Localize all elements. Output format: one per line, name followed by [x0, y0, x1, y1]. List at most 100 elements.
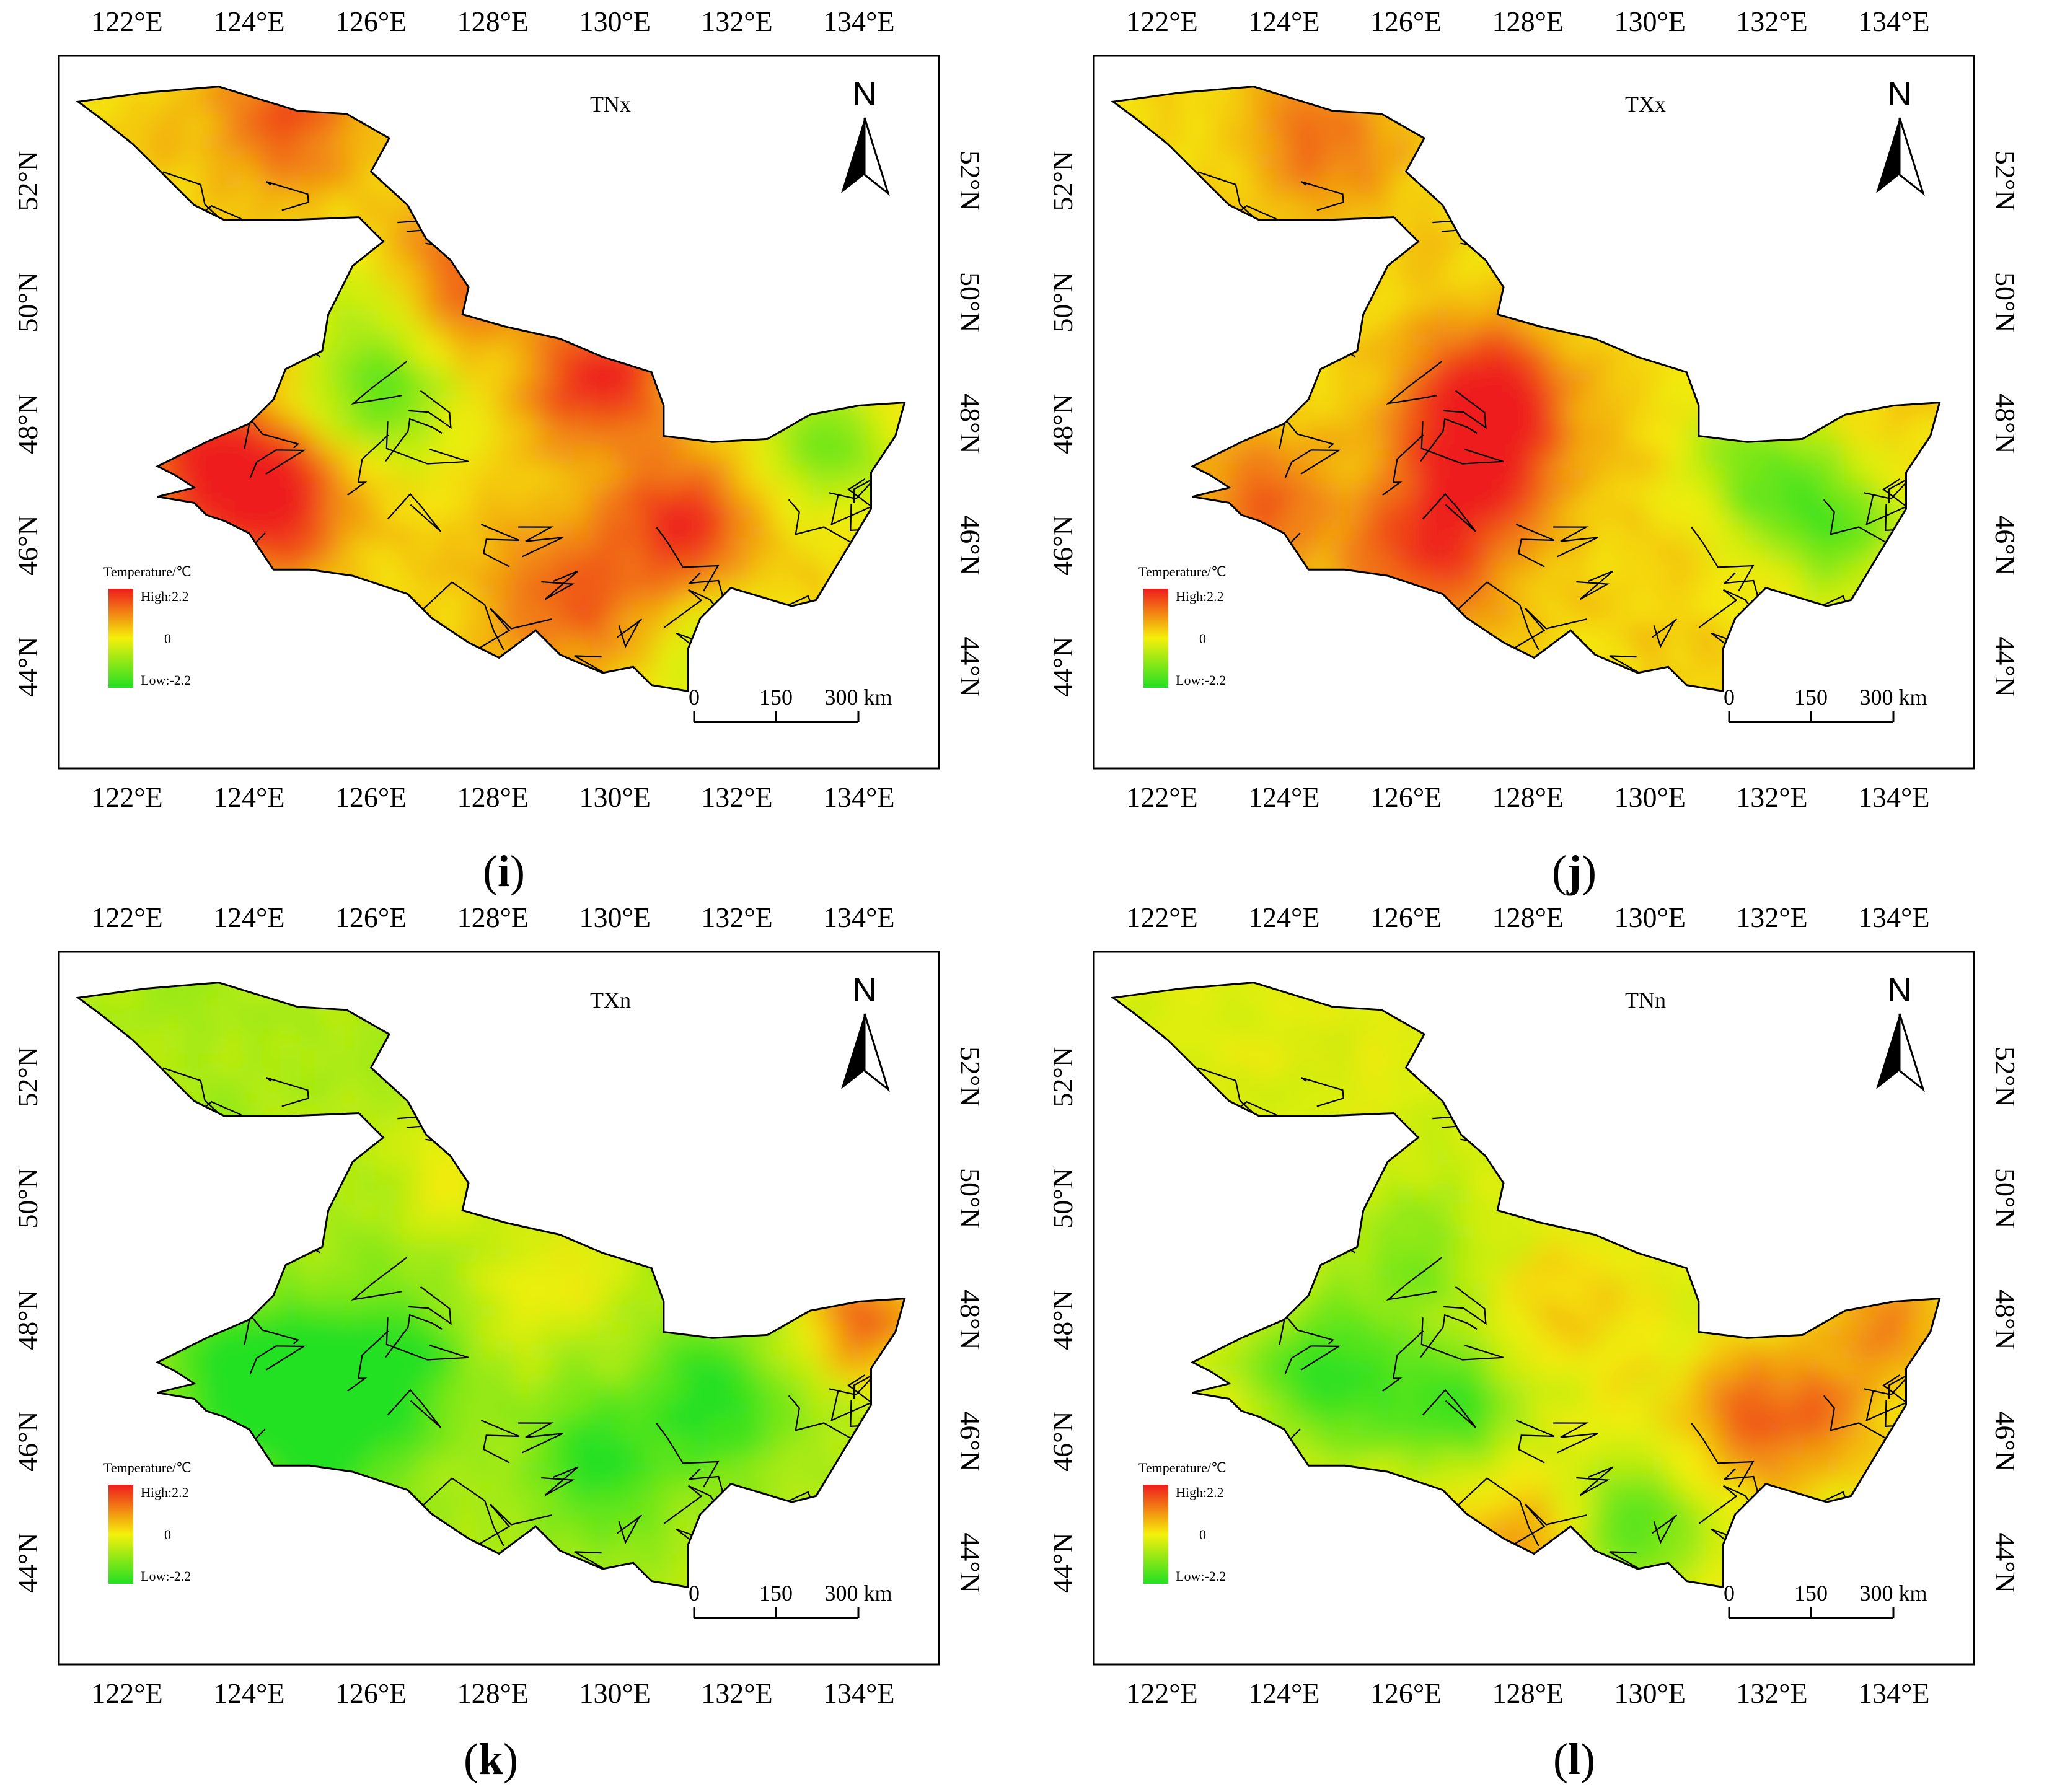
color-legend: Temperature/℃ High:2.2 0 Low:-2.2 [1138, 564, 1227, 688]
lon-label-bottom: 122°E [1126, 1677, 1198, 1709]
lon-label-top: 132°E [701, 902, 773, 933]
lon-label-top: 124°E [213, 6, 285, 37]
legend-high: High:2.2 [141, 1485, 189, 1500]
scale-bar: 0 150 300 km [689, 1581, 892, 1619]
lat-label-left: 46°N [12, 1411, 43, 1472]
lon-label-top: 122°E [1126, 6, 1198, 37]
legend-title: Temperature/℃ [1138, 1460, 1227, 1475]
lon-label-top: 130°E [579, 902, 651, 933]
map-title: TNx [590, 92, 631, 116]
legend-low: Low:-2.2 [1176, 672, 1226, 688]
lon-label-bottom: 132°E [1736, 1677, 1808, 1709]
lat-label-right: 50°N [954, 272, 986, 333]
legend-mid: 0 [1199, 1527, 1206, 1542]
lat-label-right: 44°N [954, 1532, 986, 1593]
lon-label-bottom: 132°E [701, 1677, 773, 1709]
svg-text:N: N [853, 972, 877, 1009]
lat-label-right: 48°N [1989, 393, 2021, 454]
legend-color-ramp [1143, 1485, 1168, 1584]
lon-label-bottom: 128°E [1492, 781, 1564, 813]
svg-text:300 km: 300 km [1859, 685, 1927, 709]
caption-l: (l) [1553, 1734, 1595, 1784]
lon-label-bottom: 130°E [1614, 1677, 1686, 1709]
lat-label-right: 46°N [954, 515, 986, 576]
scale-bar: 0 150 300 km [1724, 685, 1927, 723]
lat-label-right: 46°N [1989, 515, 2021, 576]
lon-label-top: 130°E [1614, 902, 1686, 933]
lon-label-top: 128°E [1492, 902, 1564, 933]
map-panel-j: 122°E 122°E 124°E 124°E 126°E 126°E 128°E 128°E… [1035, 0, 2070, 896]
lat-label-right: 48°N [954, 1289, 986, 1350]
lat-label-left: 44°N [1047, 1532, 1078, 1593]
north-arrow-icon: N [841, 972, 890, 1092]
lon-label-top: 132°E [1736, 6, 1808, 37]
lat-label-right: 44°N [1989, 636, 2021, 697]
svg-text:0: 0 [1724, 685, 1735, 709]
lon-label-top: 124°E [213, 902, 285, 933]
legend-low: Low:-2.2 [141, 672, 191, 688]
lon-label-bottom: 126°E [1370, 781, 1442, 813]
legend-mid: 0 [164, 631, 171, 646]
legend-high: High:2.2 [1176, 1485, 1224, 1500]
lat-label-left: 44°N [12, 1532, 43, 1593]
legend-low: Low:-2.2 [1176, 1568, 1226, 1584]
lon-label-top: 134°E [1858, 6, 1930, 37]
province-outline [76, 86, 906, 693]
lat-label-left: 46°N [1047, 1411, 1078, 1472]
map-svg-k: 122°E 122°E 124°E 124°E 126°E 126°E 128°E 128°E… [12, 902, 986, 1709]
lon-label-bottom: 124°E [213, 1677, 285, 1709]
lon-label-top: 126°E [1370, 6, 1442, 37]
lon-label-bottom: 126°E [335, 1677, 407, 1709]
lon-label-top: 128°E [457, 6, 529, 37]
caption-i: (i) [483, 846, 525, 896]
lat-label-right: 46°N [1989, 1411, 2021, 1472]
lon-label-top: 134°E [823, 902, 895, 933]
caption-letter-i: i [497, 846, 510, 896]
lon-label-bottom: 134°E [823, 781, 895, 813]
lat-label-left: 52°N [12, 151, 43, 211]
lat-label-left: 50°N [12, 272, 43, 333]
color-legend: Temperature/℃ High:2.2 0 Low:-2.2 [103, 1460, 192, 1584]
lon-label-bottom: 134°E [1858, 1677, 1930, 1709]
caption-letter-k: k [478, 1734, 504, 1784]
lat-label-right: 44°N [1989, 1532, 2021, 1593]
legend-title: Temperature/℃ [1138, 564, 1227, 579]
lat-label-left: 48°N [12, 393, 43, 454]
lat-label-right: 50°N [1989, 272, 2021, 333]
color-legend: Temperature/℃ High:2.2 0 Low:-2.2 [103, 564, 192, 688]
lon-label-top: 132°E [1736, 902, 1808, 933]
svg-text:150: 150 [759, 685, 793, 709]
map-title: TNn [1625, 988, 1666, 1012]
lat-label-right: 52°N [1989, 151, 2021, 211]
legend-color-ramp [108, 1485, 133, 1584]
lon-label-bottom: 134°E [823, 1677, 895, 1709]
caption-k: (k) [463, 1734, 518, 1784]
lon-label-top: 130°E [1614, 6, 1686, 37]
lon-label-top: 122°E [91, 6, 163, 37]
svg-text:300 km: 300 km [824, 1581, 892, 1605]
map-panel-i: 122°E 122°E 124°E 124°E 126°E 126°E 128°E 128°E… [0, 0, 1035, 896]
lat-label-left: 52°N [1047, 151, 1078, 211]
lat-label-right: 46°N [954, 1411, 986, 1472]
svg-text:150: 150 [759, 1581, 793, 1605]
caption-j: (j) [1552, 846, 1597, 896]
lon-label-bottom: 126°E [1370, 1677, 1442, 1709]
legend-title: Temperature/℃ [103, 564, 192, 579]
lat-label-left: 46°N [1047, 515, 1078, 576]
lat-label-left: 52°N [1047, 1047, 1078, 1107]
lon-label-bottom: 126°E [335, 781, 407, 813]
lat-label-right: 50°N [1989, 1168, 2021, 1229]
lat-label-left: 50°N [1047, 272, 1078, 333]
lon-label-top: 126°E [1370, 902, 1442, 933]
lat-label-left: 48°N [1047, 1289, 1078, 1350]
lat-label-left: 50°N [12, 1168, 43, 1229]
lon-label-bottom: 128°E [457, 1677, 529, 1709]
scale-bar: 0 150 300 km [689, 685, 892, 723]
province-outline [1111, 86, 1941, 693]
lon-label-top: 130°E [579, 6, 651, 37]
legend-mid: 0 [1199, 631, 1206, 646]
lon-label-bottom: 122°E [1126, 781, 1198, 813]
caption-letter-l: l [1567, 1734, 1580, 1784]
lat-label-right: 48°N [954, 393, 986, 454]
lat-label-right: 48°N [1989, 1289, 2021, 1350]
